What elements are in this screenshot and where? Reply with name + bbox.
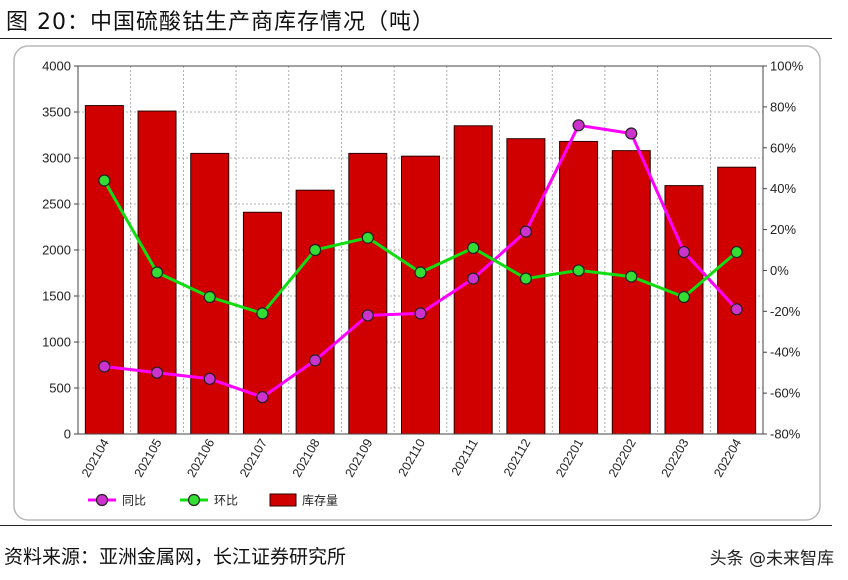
series-point [414, 307, 427, 320]
left-tick-label: 0 [64, 427, 71, 442]
series-point [203, 290, 216, 304]
series-point [677, 245, 691, 259]
bar [611, 150, 651, 435]
series-point [467, 272, 480, 285]
bottom-rule [0, 525, 832, 526]
left-tick-label: 1000 [42, 335, 71, 350]
legend-label: 同比 [122, 494, 146, 508]
left-tick-label: 2000 [42, 243, 71, 258]
series-point [625, 127, 638, 140]
left-tick-label: 3500 [42, 105, 71, 120]
series-point [361, 309, 374, 322]
figure-title: 图 20：中国硫酸钴生产商库存情况（吨） [6, 10, 435, 35]
right-tick-label: 40% [770, 181, 796, 196]
right-tick-label: 20% [770, 222, 796, 237]
watermark: 头条 @未来智库 [709, 549, 834, 569]
top-rule [0, 38, 832, 39]
series-point [309, 354, 322, 367]
legend: 同比 环比 库存量 [88, 493, 338, 508]
right-tick-label: -80% [770, 427, 801, 442]
series-point [98, 174, 111, 187]
bar [401, 155, 440, 435]
left-tick-label: 2500 [42, 197, 71, 212]
right-tick-label: -60% [770, 386, 801, 401]
left-tick-label: 1500 [42, 289, 71, 304]
series-point [467, 241, 480, 255]
series-point [730, 303, 743, 316]
source-note: 资料来源：亚洲金属网，长江证券研究所 [4, 546, 347, 568]
legend-marker [187, 493, 201, 507]
bar [559, 140, 599, 435]
series-point [572, 264, 585, 277]
series-point [519, 225, 532, 238]
series-point [677, 290, 691, 304]
left-tick-label: 4000 [42, 59, 71, 74]
legend-label: 库存量 [302, 493, 338, 508]
series-point [150, 266, 164, 279]
bar [84, 105, 124, 435]
series-point [730, 245, 743, 259]
left-tick-label: 500 [49, 381, 71, 396]
series-point [150, 366, 164, 379]
gridlines [78, 65, 763, 435]
legend-swatch [269, 493, 297, 507]
series-point [256, 307, 269, 320]
series-point [361, 231, 374, 244]
series-point [519, 272, 532, 285]
series-point [625, 270, 638, 283]
right-tick-label: -20% [770, 304, 801, 319]
bar [295, 189, 335, 435]
right-tick-label: 100% [770, 59, 804, 74]
left-tick-label: 3000 [42, 151, 71, 166]
bar [717, 166, 757, 435]
bar [348, 152, 388, 435]
right-tick-label: 0% [770, 263, 789, 278]
bar [506, 138, 546, 435]
legend-label: 环比 [214, 494, 238, 508]
series-point [203, 372, 216, 385]
right-tick-label: 80% [770, 99, 796, 114]
series-point [256, 391, 269, 404]
legend-marker [95, 493, 109, 507]
series-point [309, 243, 322, 257]
series-point [414, 266, 427, 279]
line-series [98, 119, 743, 404]
right-tick-label: -40% [770, 345, 801, 360]
series-point [572, 119, 585, 132]
right-tick-label: 60% [770, 140, 796, 155]
series-point [98, 360, 111, 373]
